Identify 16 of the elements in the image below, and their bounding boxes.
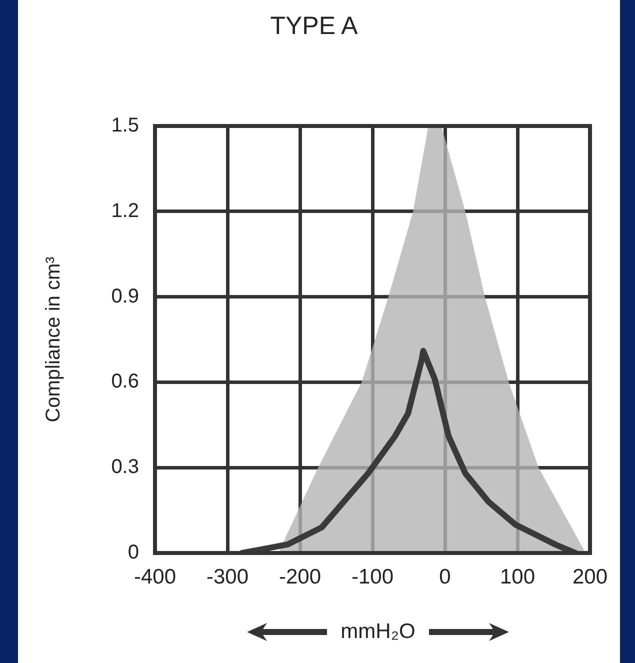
x-tick-label: -200	[278, 565, 322, 588]
x-tick-label: 100	[500, 565, 536, 588]
x-axis-title: mmH₂O	[340, 620, 416, 644]
y-axis-title: Compliance in cm³	[42, 256, 65, 422]
y-tick-label: 0.6	[111, 370, 139, 393]
y-tick-label: 0.3	[111, 456, 139, 478]
x-tick-label: -400	[134, 565, 176, 588]
chart-title: TYPE A	[270, 12, 358, 40]
y-tick-label: 0.9	[111, 285, 139, 308]
y-tick-label: 0	[128, 542, 139, 564]
x-tick-label: 0	[439, 565, 451, 588]
x-tick-label: 200	[572, 565, 608, 588]
x-tick-label: -300	[206, 565, 249, 588]
x-tick-label: -100	[351, 565, 394, 588]
y-tick-label: 1.2	[111, 200, 139, 222]
y-tick-label: 1.5	[111, 114, 139, 137]
